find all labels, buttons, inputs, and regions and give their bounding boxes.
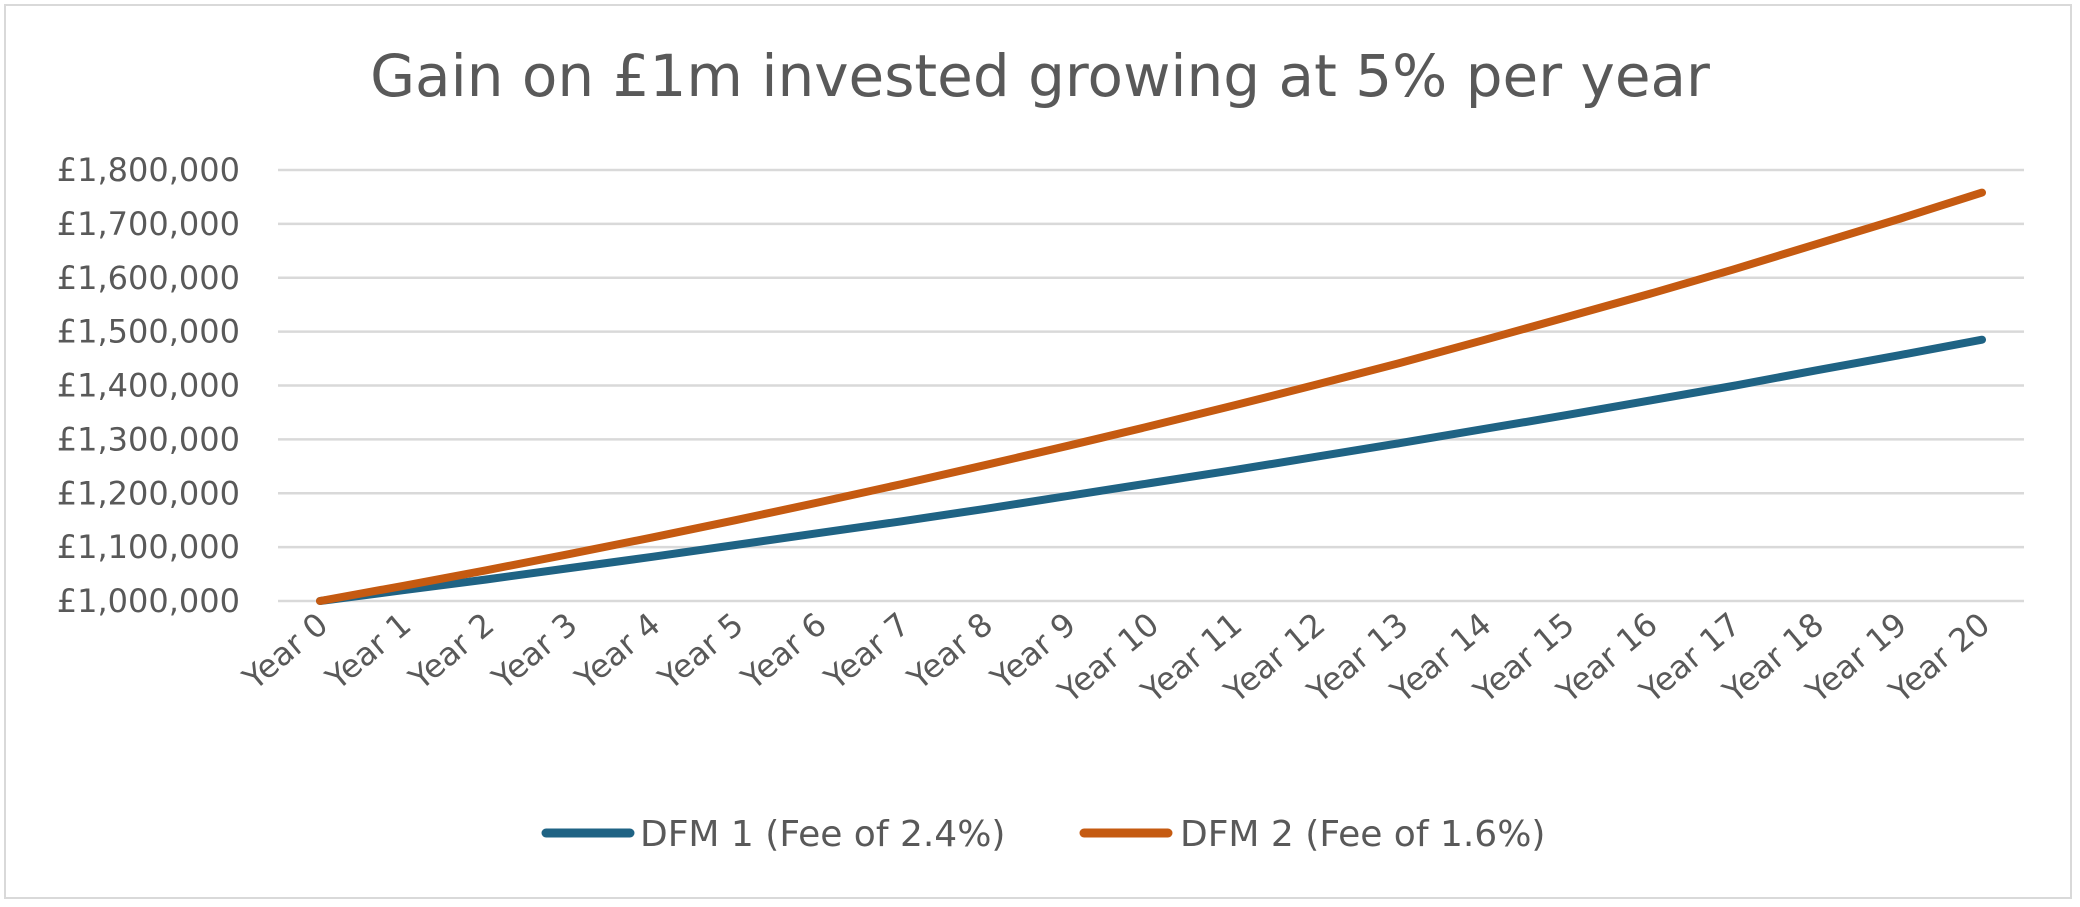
- data-point: [815, 529, 823, 537]
- legend-label: DFM 1 (Fee of 2.4%): [640, 814, 1005, 855]
- y-tick-label: £1,000,000: [57, 582, 240, 620]
- x-tick-label: Year 8: [899, 605, 999, 698]
- data-point: [1479, 425, 1487, 433]
- data-point: [1812, 240, 1820, 248]
- data-point: [1812, 366, 1820, 374]
- y-tick-label: £1,400,000: [57, 367, 240, 405]
- data-point: [1563, 313, 1570, 321]
- x-tick-label: Year 0: [235, 605, 335, 698]
- legend: DFM 1 (Fee of 2.4%) DFM 2 (Fee of 1.6%): [541, 814, 1545, 855]
- legend-item-2: DFM 2 (Fee of 1.6%): [1079, 814, 1545, 855]
- data-point: [648, 553, 656, 561]
- data-point: [1895, 215, 1903, 223]
- y-tick-label: £1,100,000: [57, 528, 240, 566]
- data-point: [1646, 290, 1654, 298]
- data-point: [1147, 479, 1155, 487]
- data-point: [1396, 439, 1404, 447]
- data-point: [981, 505, 989, 513]
- data-point: [1064, 492, 1072, 500]
- y-tick-label: £1,700,000: [57, 205, 240, 243]
- x-tick-label: Year 6: [733, 605, 833, 698]
- data-point: [981, 461, 989, 469]
- data-point: [1978, 336, 1986, 344]
- data-point: [565, 564, 573, 572]
- x-tick-label: Year 1: [318, 605, 418, 698]
- y-tick-label: £1,200,000: [57, 474, 240, 512]
- data-point: [316, 597, 324, 605]
- data-point: [732, 541, 739, 549]
- data-point: [1646, 397, 1654, 405]
- y-tick-label: £1,800,000: [57, 151, 240, 189]
- data-point: [898, 480, 906, 488]
- data-point: [1230, 466, 1238, 474]
- legend-item-1: DFM 1 (Fee of 2.4%): [541, 814, 1005, 855]
- legend-label: DFM 2 (Fee of 1.6%): [1180, 814, 1545, 855]
- data-point: [1147, 422, 1155, 430]
- data-point: [1978, 189, 1986, 197]
- data-point: [565, 550, 573, 558]
- data-point: [815, 498, 823, 506]
- data-point: [1064, 442, 1072, 450]
- x-tick-label: Year 3: [484, 605, 584, 698]
- data-point: [1729, 266, 1737, 274]
- data-point: [482, 575, 490, 583]
- data-point: [1313, 380, 1321, 388]
- gridlines: [278, 168, 2024, 603]
- y-tick-label: £1,500,000: [57, 313, 240, 351]
- data-point: [1563, 411, 1570, 419]
- x-tick-label: Year 2: [401, 605, 501, 698]
- data-point: [1230, 401, 1238, 409]
- data-point: [1479, 336, 1487, 344]
- x-tick-label: Year 4: [567, 605, 667, 698]
- y-axis-ticks: £1,000,000 £1,100,000 £1,200,000 £1,300,000…: [57, 151, 240, 620]
- x-tick-label: Year 5: [650, 605, 750, 698]
- data-point: [898, 517, 906, 525]
- data-point: [732, 516, 739, 524]
- data-point: [399, 582, 407, 590]
- data-point: [1313, 453, 1321, 461]
- data-point: [648, 533, 656, 541]
- data-point: [1396, 359, 1404, 367]
- chart-title: Gain on £1m invested growing at 5% per y…: [370, 42, 1710, 110]
- y-tick-label: £1,600,000: [57, 259, 240, 297]
- data-point: [482, 566, 490, 574]
- series-line-2: [316, 188, 1986, 605]
- data-point: [1729, 382, 1737, 390]
- data-point: [1895, 351, 1903, 359]
- x-tick-label: Year 7: [816, 605, 916, 698]
- y-tick-label: £1,300,000: [57, 420, 240, 458]
- series-line-1: [316, 335, 1986, 605]
- series-lines: [316, 188, 1986, 605]
